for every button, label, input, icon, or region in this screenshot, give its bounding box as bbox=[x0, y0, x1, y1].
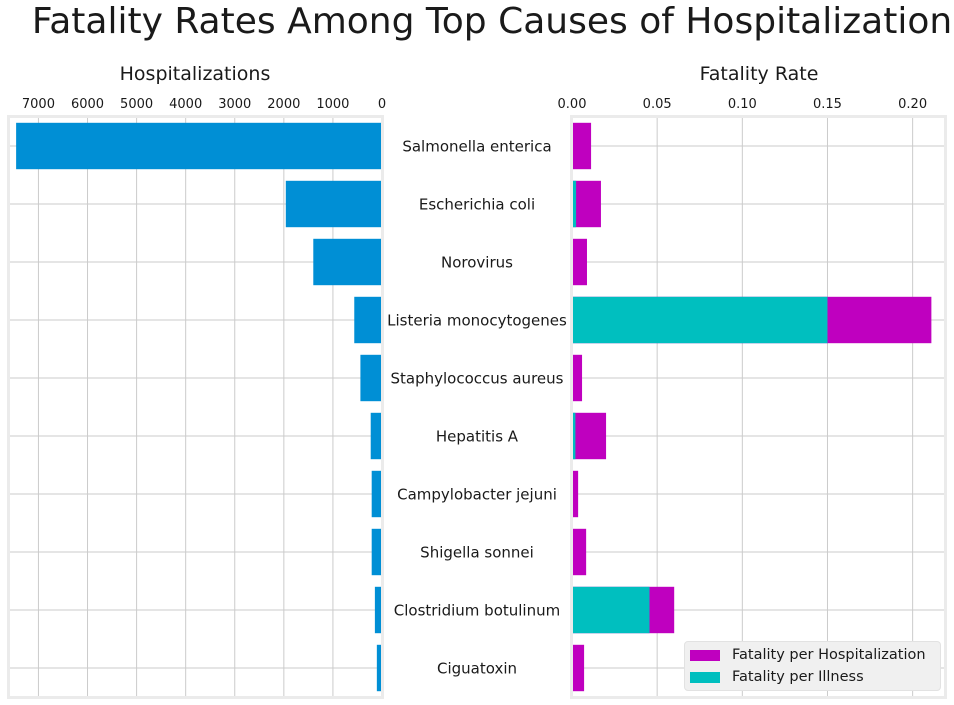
fatality-per-hospitalization-bar-hepatitis-a bbox=[572, 412, 607, 460]
left-x-tick-label: 2000 bbox=[267, 97, 300, 112]
left-x-tick-label: 4000 bbox=[169, 97, 202, 112]
category-label-shigella-sonnei: Shigella sonnei bbox=[420, 544, 534, 562]
right-x-tick-label: 0.15 bbox=[813, 97, 842, 112]
fatality-per-hospitalization-bar-salmonella-enterica bbox=[572, 122, 592, 170]
right-x-tick-labels: 0.00 0.05 0.10 0.15 0.20 bbox=[558, 97, 928, 112]
left-panel-title: Hospitalizations bbox=[119, 63, 271, 85]
hospitalization-bar-staphylococcus-aureus bbox=[360, 354, 382, 402]
hospitalization-bar-campylobacter-jejuni bbox=[371, 470, 382, 518]
category-label-escherichia-coli: Escherichia coli bbox=[419, 196, 535, 214]
fatality-per-illness-bar-clostridium-botulinum bbox=[572, 586, 650, 634]
left-x-tick-label: 3000 bbox=[218, 97, 251, 112]
category-label-ciguatoxin: Ciguatoxin bbox=[437, 660, 517, 678]
left-x-tick-label: 0 bbox=[378, 97, 386, 112]
category-label-salmonella-enterica: Salmonella enterica bbox=[402, 138, 551, 156]
fatality-per-illness-bar-hepatitis-a bbox=[572, 412, 576, 460]
fatality-per-hospitalization-bar-norovirus bbox=[572, 238, 587, 286]
legend-item-illness: Fatality per Illness bbox=[690, 667, 864, 687]
fatality-per-hospitalization-bar-ciguatoxin bbox=[572, 644, 585, 692]
right-axes-frame bbox=[570, 115, 947, 699]
legend-swatch-illness bbox=[690, 671, 720, 683]
category-label-hepatitis-a: Hepatitis A bbox=[436, 428, 519, 446]
fatality-bars bbox=[572, 122, 932, 692]
fatality-per-hospitalization-bar-staphylococcus-aureus bbox=[572, 354, 583, 402]
right-x-tick-label: 0.05 bbox=[643, 97, 672, 112]
hospitalization-bar-clostridium-botulinum bbox=[374, 586, 382, 634]
category-label-clostridium-botulinum: Clostridium botulinum bbox=[394, 602, 560, 620]
legend-label-hospitalization: Fatality per Hospitalization bbox=[732, 647, 926, 663]
fatality-per-illness-bar-escherichia-coli bbox=[572, 180, 577, 228]
legend-item-hospitalization: Fatality per Hospitalization bbox=[690, 645, 926, 665]
hospitalization-bar-escherichia-coli bbox=[285, 180, 382, 228]
left-x-tick-label: 5000 bbox=[120, 97, 153, 112]
legend-swatch-hospitalization bbox=[690, 649, 720, 661]
hospitalization-bar-salmonella-enterica bbox=[16, 122, 382, 170]
left-axes-frame bbox=[7, 115, 384, 699]
hospitalization-bar-ciguatoxin bbox=[376, 644, 382, 692]
right-x-tick-label: 0.20 bbox=[898, 97, 927, 112]
left-x-tick-labels: 7000 6000 5000 4000 3000 2000 1000 0 bbox=[22, 97, 386, 112]
fatality-per-hospitalization-bar-shigella-sonnei bbox=[572, 528, 587, 576]
right-panel-title: Fatality Rate bbox=[699, 63, 819, 85]
left-x-tick-label: 6000 bbox=[71, 97, 104, 112]
chart-title: Fatality Rates Among Top Causes of Hospi… bbox=[31, 1, 953, 42]
hospitalization-bar-hepatitis-a bbox=[370, 412, 382, 460]
legend-label-illness: Fatality per Illness bbox=[732, 669, 864, 685]
left-x-tick-label: 7000 bbox=[22, 97, 55, 112]
hospitalization-bars bbox=[16, 122, 382, 692]
category-label-campylobacter-jejuni: Campylobacter jejuni bbox=[397, 486, 557, 504]
fatality-per-hospitalization-bar-campylobacter-jejuni bbox=[572, 470, 579, 518]
category-label-staphylococcus-aureus: Staphylococcus aureus bbox=[391, 370, 564, 388]
right-x-tick-label: 0.10 bbox=[728, 97, 757, 112]
category-label-listeria-monocytogenes: Listeria monocytogenes bbox=[387, 312, 567, 330]
legend: Fatality per Hospitalization Fatality pe… bbox=[684, 641, 941, 691]
category-labels: Salmonella enterica Escherichia coli Norov… bbox=[387, 138, 567, 678]
fatality-per-illness-bar-listeria-monocytogenes bbox=[572, 296, 828, 344]
hospitalization-bar-listeria-monocytogenes bbox=[354, 296, 382, 344]
category-label-norovirus: Norovirus bbox=[441, 254, 513, 272]
right-x-tick-label: 0.00 bbox=[558, 97, 587, 112]
fatality-per-hospitalization-bar-escherichia-coli bbox=[572, 180, 601, 228]
hospitalization-bar-norovirus bbox=[313, 238, 382, 286]
hospitalization-bar-shigella-sonnei bbox=[371, 528, 382, 576]
left-x-tick-label: 1000 bbox=[316, 97, 349, 112]
